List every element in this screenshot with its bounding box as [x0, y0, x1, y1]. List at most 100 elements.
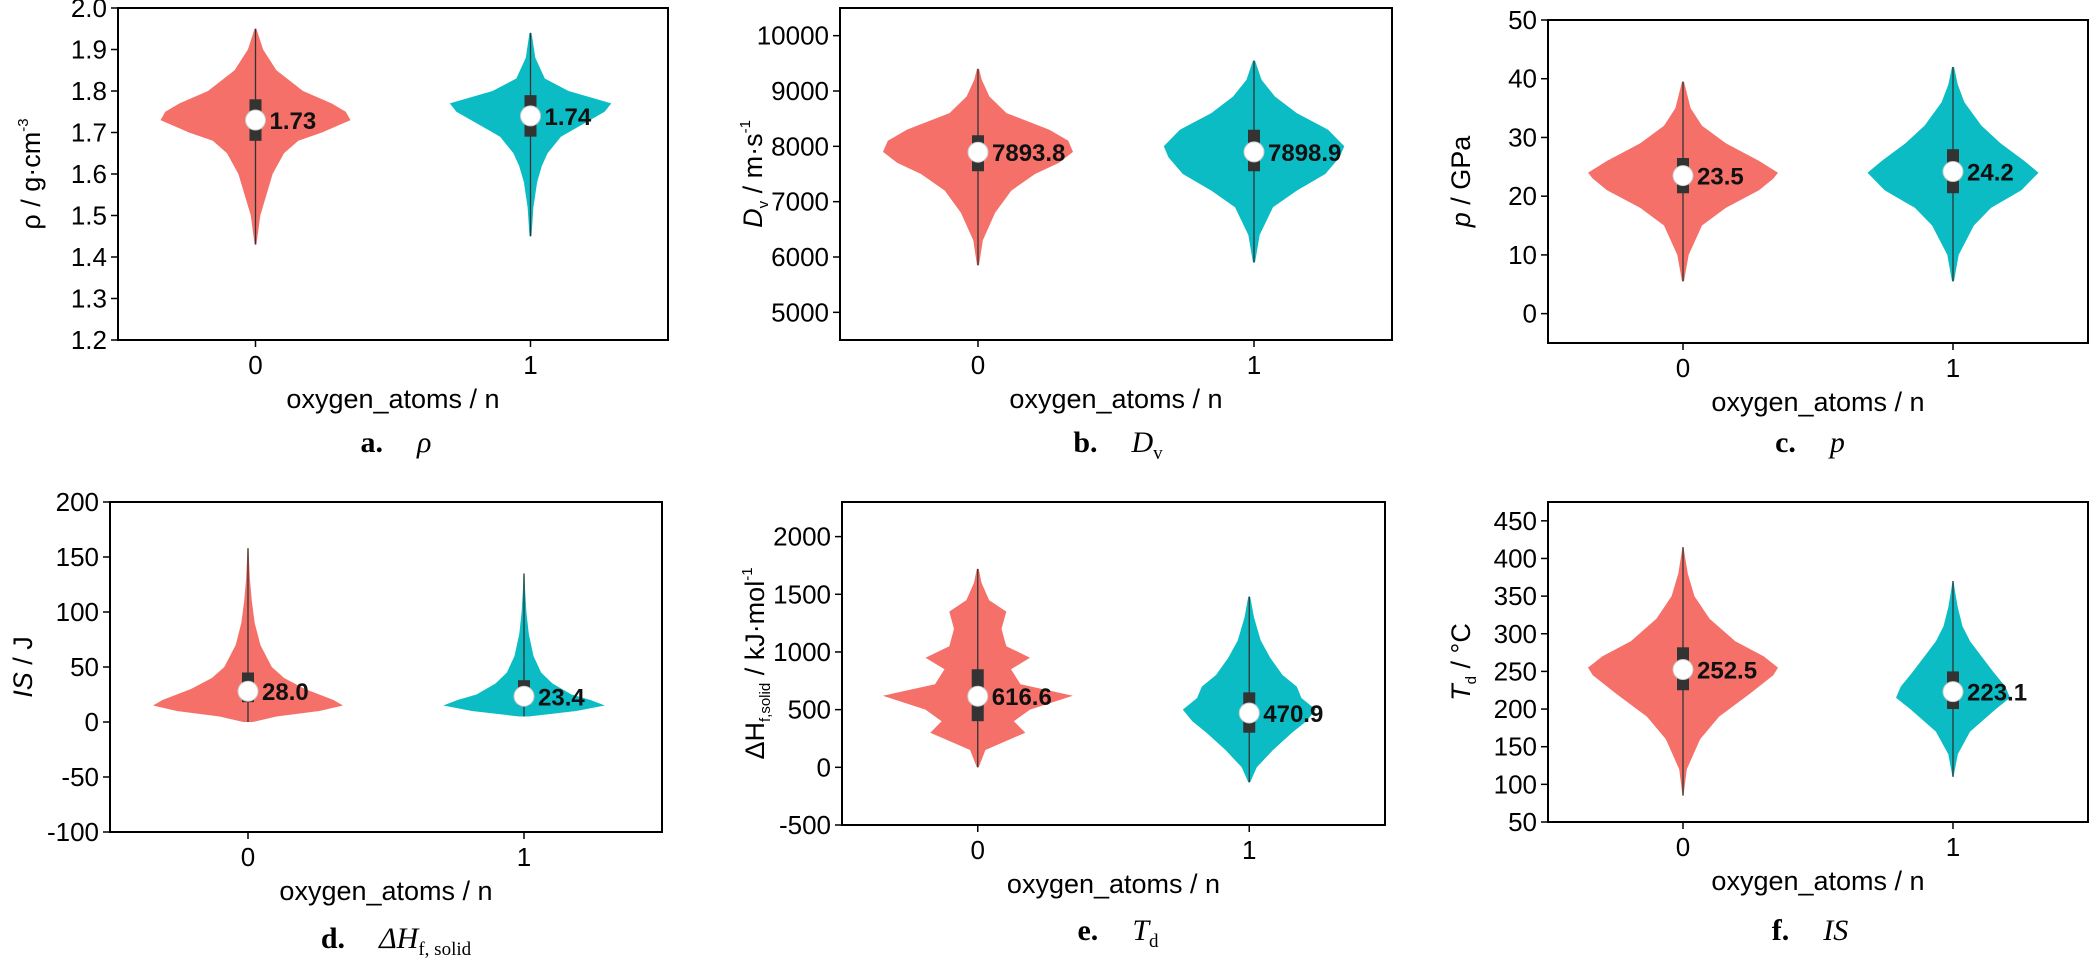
x-axis-label-1: oxygen_atoms / n [1009, 384, 1222, 414]
ytick-label-3-0: -100 [47, 817, 99, 847]
xtick-label-1-1: 1 [1247, 350, 1261, 380]
ytick-label-0-3: 1.5 [71, 201, 107, 231]
mean-label-3-0: 28.0 [262, 679, 309, 706]
chart-panel-3: 28.0 23.4 -100 -50 0 50 100 150 200 0 1 oxygen_atom… [8, 487, 663, 960]
xtick-label-4-1: 1 [1242, 835, 1256, 865]
ytick-label-4-2: 500 [788, 695, 831, 725]
y-axis-label-1: Dv / m·s-1 [737, 120, 772, 228]
x-axis-label-3: oxygen_atoms / n [279, 876, 492, 906]
xtick-label-1-0: 0 [971, 350, 985, 380]
ytick-label-2-2: 20 [1508, 181, 1537, 211]
ytick-label-5-6: 350 [1494, 581, 1537, 611]
ytick-label-2-5: 50 [1508, 5, 1537, 35]
ytick-label-0-2: 1.4 [71, 242, 107, 272]
mean-marker-0-1 [520, 105, 541, 127]
ytick-label-0-5: 1.7 [71, 118, 107, 148]
mean-marker-4-0 [967, 685, 989, 707]
ytick-label-2-1: 10 [1508, 240, 1537, 270]
mean-marker-4-1 [1238, 702, 1260, 724]
mean-marker-1-1 [1243, 141, 1265, 163]
plot-frame-4 [841, 501, 1386, 826]
chart-panel-2: 23.5 24.2 0 10 20 30 40 50 0 1 oxygen_atoms / n p /… [1446, 5, 2089, 459]
ytick-label-3-1: -50 [61, 762, 99, 792]
y-axis-label-2: p / GPa [1446, 135, 1476, 229]
caption-5: f. IS [1772, 914, 1849, 947]
ytick-label-5-4: 250 [1494, 656, 1537, 686]
mean-marker-5-1 [1942, 681, 1964, 703]
ytick-label-0-0: 1.2 [71, 325, 107, 355]
ytick-label-5-1: 100 [1494, 769, 1537, 799]
y-axis-label-0: ρ / g·cm-3 [15, 118, 46, 229]
mean-label-2-1: 24.2 [1967, 160, 2014, 187]
x-axis-label-0: oxygen_atoms / n [286, 384, 499, 414]
ytick-label-5-8: 450 [1494, 506, 1537, 536]
caption-2: c. p [1775, 426, 1845, 459]
ytick-label-2-4: 40 [1508, 64, 1537, 94]
ytick-label-2-3: 30 [1508, 122, 1537, 152]
ytick-label-3-2: 0 [85, 707, 99, 737]
ytick-label-3-6: 200 [56, 487, 99, 517]
mean-label-4-0: 616.6 [992, 684, 1052, 711]
ytick-label-4-3: 1000 [773, 637, 831, 667]
ytick-label-0-6: 1.8 [71, 76, 107, 106]
ytick-label-1-2: 7000 [771, 187, 829, 217]
xtick-label-4-0: 0 [971, 835, 985, 865]
caption-1: b. Dv [1073, 426, 1163, 464]
mean-label-1-1: 7898.9 [1268, 140, 1341, 167]
mean-label-5-0: 252.5 [1697, 658, 1757, 685]
mean-label-2-0: 23.5 [1697, 164, 1744, 191]
ytick-label-1-1: 6000 [771, 242, 829, 272]
ytick-label-4-5: 2000 [773, 522, 831, 552]
mean-marker-2-0 [1672, 165, 1694, 187]
ytick-label-0-4: 1.6 [71, 159, 107, 189]
plot-frame-5 [1547, 501, 2089, 823]
ytick-label-5-2: 150 [1494, 732, 1537, 762]
ytick-label-3-5: 150 [56, 542, 99, 572]
plot-frame-2 [1547, 19, 2089, 344]
xtick-label-3-0: 0 [241, 842, 255, 872]
ytick-label-4-0: -500 [779, 810, 831, 840]
xtick-label-5-1: 1 [1946, 832, 1960, 862]
caption-0: a. ρ [361, 426, 432, 459]
x-axis-label-4: oxygen_atoms / n [1007, 869, 1220, 899]
ytick-label-3-3: 50 [70, 652, 99, 682]
x-axis-label-2: oxygen_atoms / n [1711, 387, 1924, 417]
plot-frame-1 [839, 7, 1393, 341]
xtick-label-2-0: 0 [1676, 353, 1690, 383]
xtick-label-0-1: 1 [523, 350, 537, 380]
mean-label-4-1: 470.9 [1263, 701, 1323, 728]
mean-label-5-1: 223.1 [1967, 680, 2027, 707]
ytick-label-0-7: 1.9 [71, 35, 107, 65]
mean-label-0-0: 1.73 [270, 108, 317, 135]
ytick-label-5-5: 300 [1494, 619, 1537, 649]
xtick-label-0-0: 0 [248, 350, 262, 380]
xtick-label-2-1: 1 [1946, 353, 1960, 383]
mean-marker-1-0 [967, 141, 989, 163]
ytick-label-0-1: 1.3 [71, 284, 107, 314]
mean-label-0-1: 1.74 [545, 104, 592, 131]
xtick-label-5-0: 0 [1676, 832, 1690, 862]
ytick-label-2-0: 0 [1523, 299, 1537, 329]
ytick-label-4-4: 1500 [773, 579, 831, 609]
ytick-label-1-5: 10000 [757, 21, 829, 51]
chart-panel-5: 252.5 223.1 50 100 150 200 250 300 350 400 450 0 1 ox… [1446, 501, 2089, 947]
caption-4: e. Td [1077, 914, 1159, 952]
mean-marker-3-1 [513, 685, 535, 707]
chart-panel-0: 1.73 1.74 1.2 1.3 1.4 1.5 1.6 1.7 1.8 1.9 2.0 0 1 oxy… [15, 0, 669, 459]
ytick-label-5-3: 200 [1494, 694, 1537, 724]
ytick-label-1-3: 8000 [771, 131, 829, 161]
mean-marker-5-0 [1672, 659, 1694, 681]
x-axis-label-5: oxygen_atoms / n [1711, 866, 1924, 896]
plot-frame-3 [109, 501, 663, 833]
chart-panel-1: 7893.8 7898.9 5000 6000 7000 8000 9000 10000 0 1o… [737, 7, 1393, 464]
y-axis-label-5: Td / °C [1446, 623, 1480, 701]
mean-marker-3-0 [237, 680, 259, 702]
mean-label-3-1: 23.4 [538, 684, 585, 711]
mean-marker-0-0 [245, 109, 266, 131]
ytick-label-5-0: 50 [1508, 807, 1537, 837]
mean-marker-2-1 [1942, 161, 1964, 183]
ytick-label-1-0: 5000 [771, 297, 829, 327]
mean-label-1-0: 7893.8 [992, 140, 1065, 167]
y-axis-label-4: ΔHf,solid / kJ·mol-1 [739, 567, 774, 759]
